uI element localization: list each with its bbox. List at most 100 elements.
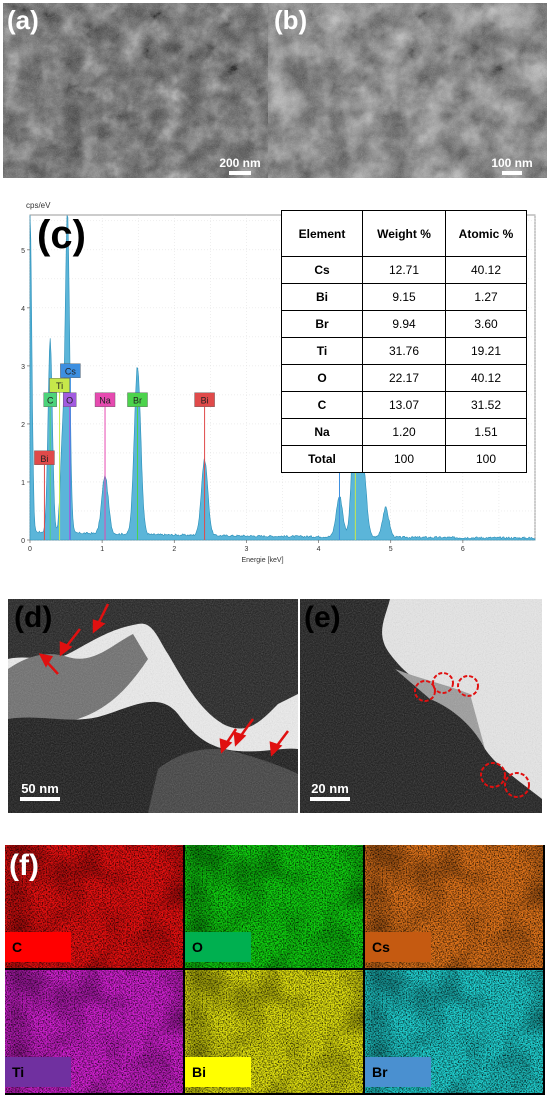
table-cell-atomic: 1.51 <box>445 418 527 446</box>
panel-label-c: (c) <box>37 213 86 257</box>
table-cell-atomic: 3.60 <box>445 310 527 338</box>
table-cell-atomic: 40.12 <box>445 364 527 392</box>
marker-box-bi <box>194 392 215 407</box>
tem-image-d: (d) 50 nm <box>8 599 298 813</box>
y-tick-label: 4 <box>21 306 25 313</box>
table-row: Ti 31.76 19.21 <box>281 337 527 365</box>
table-cell-element: Total <box>281 445 363 473</box>
x-axis-label: Energie [keV] <box>241 557 283 564</box>
element-map-c: C <box>5 845 183 968</box>
elemental-maps: C O Cs Ti Bi Br (f) <box>5 845 545 1095</box>
arrows-d <box>38 603 289 757</box>
map-texture <box>5 970 183 1093</box>
element-map-bi: Bi <box>185 970 363 1093</box>
element-map-o: O <box>185 845 363 968</box>
marker-label-c: C <box>47 396 54 406</box>
table-cell-atomic: 1.27 <box>445 283 527 311</box>
table-cell-weight: 12.71 <box>362 256 446 284</box>
table-cell-atomic: 31.52 <box>445 391 527 419</box>
panel-label-e: (e) <box>304 601 341 634</box>
table-body: Cs 12.71 40.12 Bi 9.15 1.27 Br 9.94 3.60 Ti 31.76 1… <box>281 256 527 473</box>
marker-box-bi <box>34 450 55 465</box>
table-cell-element: Ti <box>281 337 363 365</box>
table-header-atomic: Atomic % <box>445 210 527 257</box>
table-cell-element: Bi <box>281 283 363 311</box>
table-cell-atomic: 100 <box>445 445 527 473</box>
x-tick-label: 3 <box>244 546 248 553</box>
map-label-bi: Bi <box>185 1057 251 1087</box>
marker-label-na: Na <box>99 396 111 406</box>
circles-e <box>414 672 530 798</box>
sem-image-b: (b) 100 nm <box>268 3 547 178</box>
table-row: Na 1.20 1.51 <box>281 418 527 446</box>
scale-bar-label-b: 100 nm <box>491 156 533 170</box>
x-tick-label: 1 <box>100 546 104 553</box>
y-tick-label: 5 <box>21 248 25 255</box>
map-label-c: C <box>5 932 71 962</box>
map-label-br: Br <box>365 1057 431 1087</box>
marker-box-c <box>43 392 57 407</box>
table-row: Br 9.94 3.60 <box>281 310 527 338</box>
panel-label-f: (f) <box>9 849 39 882</box>
element-map-cs: Cs <box>365 845 543 968</box>
scale-bar-b: 100 nm <box>486 156 538 175</box>
y-axis-label: cps/eV <box>26 201 51 210</box>
x-tick-label: 2 <box>172 546 176 553</box>
table-cell-element: Na <box>281 418 363 446</box>
spectrum-area <box>29 214 536 541</box>
sem-texture-a <box>3 3 268 178</box>
marker-label-br: Br <box>133 396 142 406</box>
panel-label-a: (a) <box>7 5 39 35</box>
sem-texture-b <box>268 3 547 178</box>
marker-label-bi: Bi <box>40 454 48 464</box>
scale-bar-d: 50 nm <box>14 781 66 801</box>
sem-image-a: (a) 200 nm <box>3 3 268 178</box>
marker-box-br <box>127 392 148 407</box>
table-cell-atomic: 19.21 <box>445 337 527 365</box>
y-tick-label: 3 <box>21 364 25 371</box>
table-row: O 22.17 40.12 <box>281 364 527 392</box>
panel-label-b: (b) <box>274 5 308 35</box>
tem-texture-e <box>300 599 542 813</box>
table-cell-weight: 13.07 <box>362 391 446 419</box>
y-tick-label: 0 <box>21 538 25 545</box>
map-label-cs: Cs <box>365 932 431 962</box>
marker-box-cs <box>60 363 81 378</box>
table-row: Bi 9.15 1.27 <box>281 283 527 311</box>
x-tick-label: 5 <box>389 546 393 553</box>
table-row: Cs 12.71 40.12 <box>281 256 527 284</box>
table-cell-weight: 9.15 <box>362 283 446 311</box>
x-tick-label: 6 <box>461 546 465 553</box>
tem-image-e: (e) 20 nm <box>300 599 542 813</box>
y-tick-label: 2 <box>21 422 25 429</box>
tem-texture-d <box>8 599 298 813</box>
marker-label-o: O <box>66 396 73 406</box>
marker-label-cs: Cs <box>65 367 76 377</box>
marker-box-na <box>94 392 116 407</box>
map-label-o: O <box>185 932 251 962</box>
marker-box-o <box>62 392 77 407</box>
marker-box-ti <box>49 378 70 393</box>
table-header-element: Element <box>281 210 363 257</box>
scale-bar-a: 200 nm <box>215 156 265 175</box>
table-cell-element: C <box>281 391 363 419</box>
scale-bar-e: 20 nm <box>306 781 354 801</box>
x-tick-label: 4 <box>317 546 321 553</box>
table-cell-weight: 9.94 <box>362 310 446 338</box>
table-cell-atomic: 40.12 <box>445 256 527 284</box>
map-label-ti: Ti <box>5 1057 71 1087</box>
table-cell-element: O <box>281 364 363 392</box>
scale-bar-label-d: 50 nm <box>21 781 59 796</box>
scale-bar-label-e: 20 nm <box>311 781 349 796</box>
edx-panel: CTiCsONaBrBiBiCsTi0123456012345cps/eVEne… <box>0 195 550 575</box>
table-header-weight: Weight % <box>362 210 446 257</box>
element-map-br: Br <box>365 970 543 1093</box>
element-map-ti: Ti <box>5 970 183 1093</box>
table-row: Total 100 100 <box>281 445 527 473</box>
composition-table: Element Weight % Atomic % Cs 12.71 40.12 Bi… <box>281 210 527 473</box>
table-cell-weight: 31.76 <box>362 337 446 365</box>
x-tick-label: 0 <box>28 546 32 553</box>
scale-bar-label-a: 200 nm <box>219 156 261 170</box>
marker-label-ti: Ti <box>56 381 63 391</box>
y-tick-label: 1 <box>21 480 25 487</box>
